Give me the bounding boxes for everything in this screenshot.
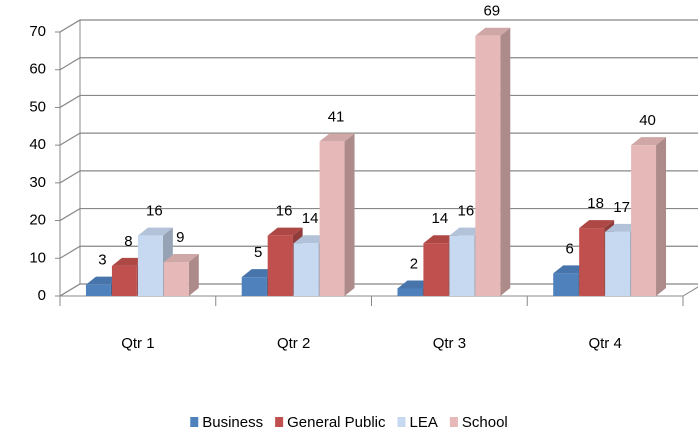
bar bbox=[631, 137, 667, 296]
data-label: 9 bbox=[176, 229, 184, 246]
bar-front bbox=[319, 141, 345, 296]
data-label: 14 bbox=[302, 210, 319, 227]
data-label: 16 bbox=[458, 203, 475, 220]
bar-front bbox=[605, 231, 631, 296]
bar-side bbox=[500, 27, 511, 297]
bar-side bbox=[344, 133, 355, 296]
back-wall bbox=[59, 19, 81, 297]
bar-front bbox=[241, 277, 267, 296]
bar-top bbox=[475, 27, 511, 36]
bar-front bbox=[631, 145, 657, 296]
bar-front bbox=[579, 228, 605, 296]
grid-line bbox=[59, 132, 698, 146]
x-tick-label: Qtr 4 bbox=[588, 335, 621, 352]
bar-front bbox=[397, 288, 423, 296]
data-label: 40 bbox=[639, 112, 656, 129]
bar-front bbox=[163, 262, 189, 296]
bar-front bbox=[475, 35, 501, 297]
y-tick-label: 40 bbox=[29, 136, 46, 153]
bar-front bbox=[137, 235, 163, 296]
y-tick-label: 0 bbox=[38, 287, 46, 304]
data-label: 16 bbox=[276, 203, 293, 220]
grid-line bbox=[59, 19, 698, 33]
y-tick-label: 30 bbox=[29, 174, 46, 191]
bar-front bbox=[111, 265, 137, 296]
data-label: 3 bbox=[98, 252, 106, 269]
bar-top bbox=[137, 227, 173, 236]
bar-front bbox=[423, 243, 449, 296]
legend-label: LEA bbox=[410, 414, 438, 431]
grid-line bbox=[59, 57, 698, 71]
data-label: 69 bbox=[483, 3, 500, 20]
legend-swatch bbox=[275, 417, 284, 427]
legend: Business General Public LEA School bbox=[190, 414, 508, 431]
bar-front bbox=[85, 284, 111, 296]
bar-top bbox=[579, 220, 615, 229]
data-label: 17 bbox=[613, 199, 630, 216]
bar-top bbox=[267, 227, 303, 236]
bar-front bbox=[449, 235, 475, 296]
y-tick-label: 70 bbox=[29, 23, 46, 40]
data-label: 18 bbox=[587, 195, 604, 212]
legend-label: Business bbox=[202, 414, 263, 431]
data-label: 2 bbox=[410, 255, 418, 272]
x-tick-label: Qtr 2 bbox=[277, 335, 310, 352]
bar-top bbox=[319, 133, 355, 142]
legend-swatch bbox=[397, 417, 406, 427]
data-label: 8 bbox=[124, 233, 132, 250]
x-tick-label: Qtr 1 bbox=[121, 335, 154, 352]
data-label: 14 bbox=[432, 210, 449, 227]
y-tick-label: 20 bbox=[29, 212, 46, 229]
bar bbox=[319, 133, 355, 296]
y-tick-label: 50 bbox=[29, 98, 46, 115]
data-label: 5 bbox=[254, 244, 262, 261]
legend-swatch bbox=[449, 417, 458, 427]
bar-front bbox=[267, 235, 293, 296]
bar-side bbox=[656, 137, 667, 296]
bar-top bbox=[163, 254, 199, 263]
bar bbox=[163, 254, 199, 296]
bar bbox=[475, 27, 511, 297]
data-label: 16 bbox=[146, 203, 163, 220]
x-tick-label: Qtr 3 bbox=[433, 335, 466, 352]
legend-label: General Public bbox=[287, 414, 386, 431]
bar-front bbox=[553, 273, 579, 296]
data-label: 6 bbox=[566, 240, 574, 257]
y-tick-label: 60 bbox=[29, 61, 46, 78]
legend-label: School bbox=[462, 414, 508, 431]
data-label: 41 bbox=[328, 108, 345, 125]
grid-line bbox=[59, 170, 698, 184]
y-tick-label: 10 bbox=[29, 249, 46, 266]
bar-side bbox=[188, 254, 199, 296]
bar-top bbox=[631, 137, 667, 146]
bar-front bbox=[293, 243, 319, 296]
grid-line bbox=[59, 94, 698, 108]
legend-swatch bbox=[190, 417, 199, 427]
